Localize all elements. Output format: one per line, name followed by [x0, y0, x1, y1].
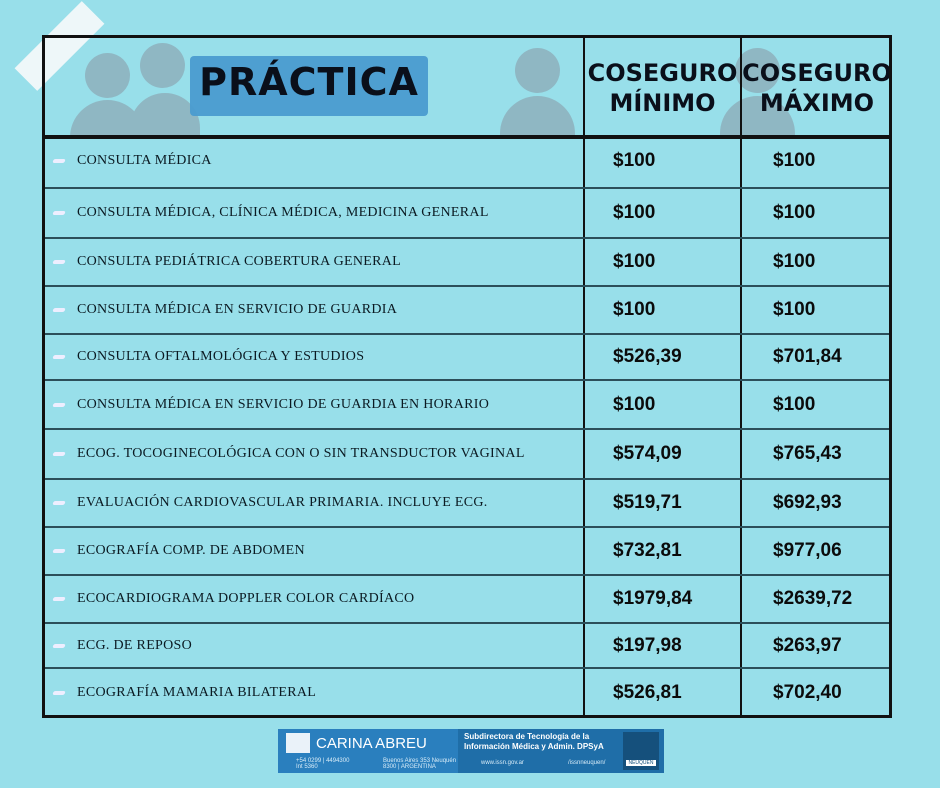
- coseguro-min: $100: [613, 202, 656, 223]
- coseguro-min: $574,09: [613, 443, 682, 464]
- column-header-practica: PRÁCTICA: [199, 60, 419, 104]
- people-silhouette-icon: [735, 48, 780, 93]
- coseguro-max: $701,84: [773, 346, 842, 367]
- coseguro-min: $526,81: [613, 682, 682, 703]
- bullet-icon: [52, 159, 66, 163]
- coseguro-max: $702,40: [773, 682, 842, 703]
- table-row: ECOCARDIOGRAMA DOPPLER COLOR CARDÍACO $1…: [45, 576, 889, 624]
- table-row: ECOGRAFÍA COMP. DE ABDOMEN $732,81 $977,…: [45, 528, 889, 576]
- practica-label: CONSULTA PEDIÁTRICA COBERTURA GENERAL: [77, 254, 402, 269]
- neuquen-logo: NEUQUÉN: [623, 732, 659, 770]
- coseguro-min: $100: [613, 251, 656, 272]
- practica-label: EVALUACIÓN CARDIOVASCULAR PRIMARIA. INCL…: [77, 495, 488, 510]
- practica-label: CONSULTA OFTALMOLÓGICA Y ESTUDIOS: [77, 349, 365, 364]
- people-silhouette-icon: [140, 43, 185, 88]
- footer-address: Buenos Aires 353 Neuquén 8300 | ARGENTIN…: [383, 758, 457, 770]
- practica-label: ECOGRAFÍA COMP. DE ABDOMEN: [77, 543, 305, 558]
- table-row: ECOG. TOCOGINECOLÓGICA CON O SIN TRANSDU…: [45, 430, 889, 480]
- footer-web[interactable]: www.issn.gov.ar: [481, 760, 524, 766]
- coseguro-table: PRÁCTICA COSEGURO MÍNIMO COSEGURO MÁXIMO…: [42, 35, 892, 718]
- practica-label: ECOG. TOCOGINECOLÓGICA CON O SIN TRANSDU…: [77, 446, 525, 461]
- practica-label: CONSULTA MÉDICA EN SERVICIO DE GUARDIA E…: [77, 396, 490, 412]
- coseguro-max: $765,43: [773, 443, 842, 464]
- column-header-max: COSEGURO MÁXIMO: [742, 59, 889, 117]
- table-header: PRÁCTICA COSEGURO MÍNIMO COSEGURO MÁXIMO: [45, 38, 889, 139]
- coseguro-min: $197,98: [613, 634, 682, 656]
- people-silhouette-icon: [515, 48, 560, 93]
- table-row: ECG. DE REPOSO $197,98 $263,97: [45, 624, 889, 669]
- table-row: CONSULTA PEDIÁTRICA COBERTURA GENERAL $1…: [45, 239, 889, 287]
- coseguro-min: $732,81: [613, 540, 682, 561]
- coseguro-min: $519,71: [613, 492, 682, 513]
- coseguro-min: $100: [613, 150, 656, 171]
- coseguro-min: $100: [613, 299, 656, 320]
- bullet-icon: [52, 260, 66, 264]
- coseguro-max: $263,97: [773, 634, 842, 656]
- practica-label: ECOGRAFÍA MAMARIA BILATERAL: [77, 685, 317, 700]
- coseguro-min: $100: [613, 393, 656, 415]
- bullet-icon: [52, 402, 66, 407]
- bullet-icon: [52, 501, 66, 505]
- bullet-icon: [52, 691, 66, 695]
- footer-phone: +54 0299 | 4494300 Int 5360: [296, 758, 350, 770]
- table-row: CONSULTA OFTALMOLÓGICA Y ESTUDIOS $526,3…: [45, 335, 889, 381]
- practica-label: CONSULTA MÉDICA EN SERVICIO DE GUARDIA: [77, 302, 398, 317]
- table-row: EVALUACIÓN CARDIOVASCULAR PRIMARIA. INCL…: [45, 480, 889, 528]
- coseguro-min: $1979,84: [613, 588, 693, 609]
- column-header-min: COSEGURO MÍNIMO: [587, 59, 738, 117]
- column-divider: [740, 38, 742, 715]
- coseguro-min: $526,39: [613, 346, 682, 367]
- coseguro-max: $100: [773, 202, 816, 223]
- neuquen-logo-text: NEUQUÉN: [626, 760, 656, 766]
- people-silhouette-icon: [500, 96, 575, 135]
- coseguro-max: $100: [773, 150, 816, 171]
- coseguro-max: $100: [773, 299, 816, 320]
- title-highlight: [190, 56, 428, 116]
- bullet-icon: [52, 549, 66, 553]
- table-row: CONSULTA MÉDICA, CLÍNICA MÉDICA, MEDICIN…: [45, 189, 889, 239]
- table-row: ECOGRAFÍA MAMARIA BILATERAL $526,81 $702…: [45, 669, 889, 717]
- logo-icon: [286, 733, 310, 753]
- practica-label: CONSULTA MÉDICA, CLÍNICA MÉDICA, MEDICIN…: [77, 205, 489, 220]
- practica-label: CONSULTA MÉDICA: [77, 153, 212, 168]
- footer-social[interactable]: /issnneuquen/: [568, 760, 606, 766]
- bullet-icon: [52, 597, 66, 601]
- coseguro-max: $100: [773, 251, 816, 272]
- table-row: CONSULTA MÉDICA $100 $100: [45, 135, 889, 189]
- coseguro-max: $977,06: [773, 540, 842, 561]
- table-row: CONSULTA MÉDICA EN SERVICIO DE GUARDIA E…: [45, 381, 889, 430]
- coseguro-max: $692,93: [773, 492, 842, 513]
- bullet-icon: [52, 308, 66, 312]
- coseguro-max: $100: [773, 393, 816, 415]
- column-divider: [583, 38, 585, 715]
- bullet-icon: [52, 355, 66, 359]
- footer-org: Subdirectora de Tecnología de la Informa…: [464, 732, 604, 751]
- bullet-icon: [52, 452, 66, 456]
- practica-label: ECOCARDIOGRAMA DOPPLER COLOR CARDÍACO: [77, 591, 415, 606]
- table-body: CONSULTA MÉDICA $100 $100 CONSULTA MÉDIC…: [45, 135, 889, 715]
- table-row: CONSULTA MÉDICA EN SERVICIO DE GUARDIA $…: [45, 287, 889, 335]
- footer-signature: CARINA ABREU Subdirectora de Tecnología …: [278, 729, 664, 773]
- footer-name: CARINA ABREU: [316, 735, 427, 752]
- coseguro-max: $2639,72: [773, 588, 853, 609]
- bullet-icon: [52, 643, 66, 648]
- people-silhouette-icon: [85, 53, 130, 98]
- practica-label: ECG. DE REPOSO: [77, 637, 193, 653]
- bullet-icon: [52, 211, 66, 215]
